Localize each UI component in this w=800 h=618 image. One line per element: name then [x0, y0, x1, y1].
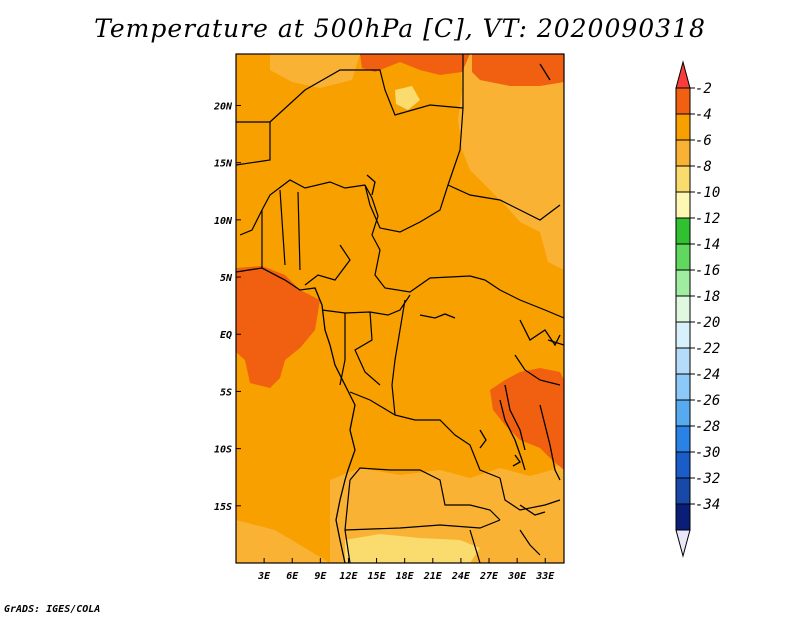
lon-label: 15E — [368, 571, 387, 582]
lon-label: 3E — [257, 571, 271, 582]
lat-label: 15S — [214, 502, 232, 513]
colorbar-box — [675, 451, 691, 479]
colorbar-box — [675, 425, 691, 453]
colorbar-box — [675, 321, 691, 349]
coastlines — [236, 63, 561, 563]
colorbar-top-arrow — [675, 60, 691, 89]
lat-label: 5S — [220, 387, 232, 398]
colorbar-box — [675, 113, 691, 141]
lon-label: 21E — [423, 571, 443, 582]
lat-label: EQ — [220, 330, 232, 341]
colorbar-label: -6 — [695, 133, 712, 149]
colorbar-box — [675, 503, 691, 531]
colorbar-label: -24 — [695, 367, 720, 383]
colorbar-box — [675, 477, 691, 505]
country-borders — [236, 54, 564, 563]
field-hot-east — [490, 368, 564, 470]
colorbar-label: -10 — [695, 185, 720, 201]
lat-label: 20N — [213, 101, 233, 112]
chart-title: Temperature at 500hPa [C], VT: 202009031… — [94, 14, 706, 43]
longitude-axis: 3E 6E 9E 12E 15E 18E 21E 24E 27E 30E 33E — [257, 558, 555, 582]
latitude-axis: 20N 15N 10N 5N EQ 5S 10S 15S — [213, 101, 241, 513]
lon-label: 12E — [339, 571, 358, 582]
credit-text: GrADS: IGES/COLA — [4, 604, 101, 615]
lon-label: 6E — [286, 571, 299, 582]
colorbar-box — [675, 399, 691, 427]
colorbar-box — [675, 139, 691, 167]
colorbar-label: -28 — [695, 419, 720, 435]
field-cool-northeast — [458, 54, 564, 270]
map-panel: 20N 15N 10N 5N EQ 5S 10S 15S 3E 6E 9E 12E 15E 18E 21E… — [213, 53, 565, 582]
colorbar-label: -20 — [695, 315, 720, 331]
lat-label: 10N — [214, 216, 233, 227]
colorbar-label: -16 — [695, 263, 720, 279]
colorbar-label: -2 — [695, 81, 712, 97]
field-warmer-south — [345, 534, 480, 563]
lon-label: 9E — [314, 571, 327, 582]
lon-label: 33E — [535, 571, 555, 582]
lon-label: 24E — [451, 571, 471, 582]
lat-label: 5N — [220, 273, 233, 284]
colorbar: -2 -4 -6 -8 -10 -12 -14 -16 -18 -20 -22 -24 -26 -28 -3… — [675, 60, 720, 558]
colorbar-label: -34 — [695, 497, 720, 513]
colorbar-box — [675, 87, 691, 115]
field-cool-sw — [236, 520, 330, 563]
field-hot-ne — [472, 54, 564, 86]
colorbar-box — [675, 347, 691, 375]
colorbar-box — [675, 191, 691, 219]
colorbar-label: -30 — [695, 445, 720, 461]
lat-label: 10S — [214, 445, 232, 456]
colorbar-label: -14 — [695, 237, 720, 253]
map-frame — [235, 53, 565, 564]
colorbar-label: -22 — [695, 341, 720, 357]
colorbar-label: -32 — [695, 471, 720, 487]
field-cool-north — [270, 54, 360, 88]
colorbar-label: -4 — [695, 107, 712, 123]
colorbar-label: -8 — [695, 159, 712, 175]
lon-label: 27E — [479, 571, 499, 582]
colorbar-bottom-arrow — [675, 529, 691, 558]
colorbar-box — [675, 295, 691, 323]
colorbar-box — [675, 373, 691, 401]
colorbar-label: -26 — [695, 393, 720, 409]
colorbar-box — [675, 165, 691, 193]
colorbar-box — [675, 269, 691, 297]
field-hot-north — [360, 54, 470, 75]
field-warmer-north — [395, 86, 420, 110]
lon-label: 30E — [507, 571, 527, 582]
field-hot-gulf — [236, 266, 320, 388]
lon-label: 18E — [396, 571, 415, 582]
colorbar-label: -18 — [695, 289, 720, 305]
lat-label: 15N — [214, 159, 233, 170]
colorbar-box — [675, 217, 691, 245]
colorbar-label: -12 — [695, 211, 720, 227]
colorbar-box — [675, 243, 691, 271]
